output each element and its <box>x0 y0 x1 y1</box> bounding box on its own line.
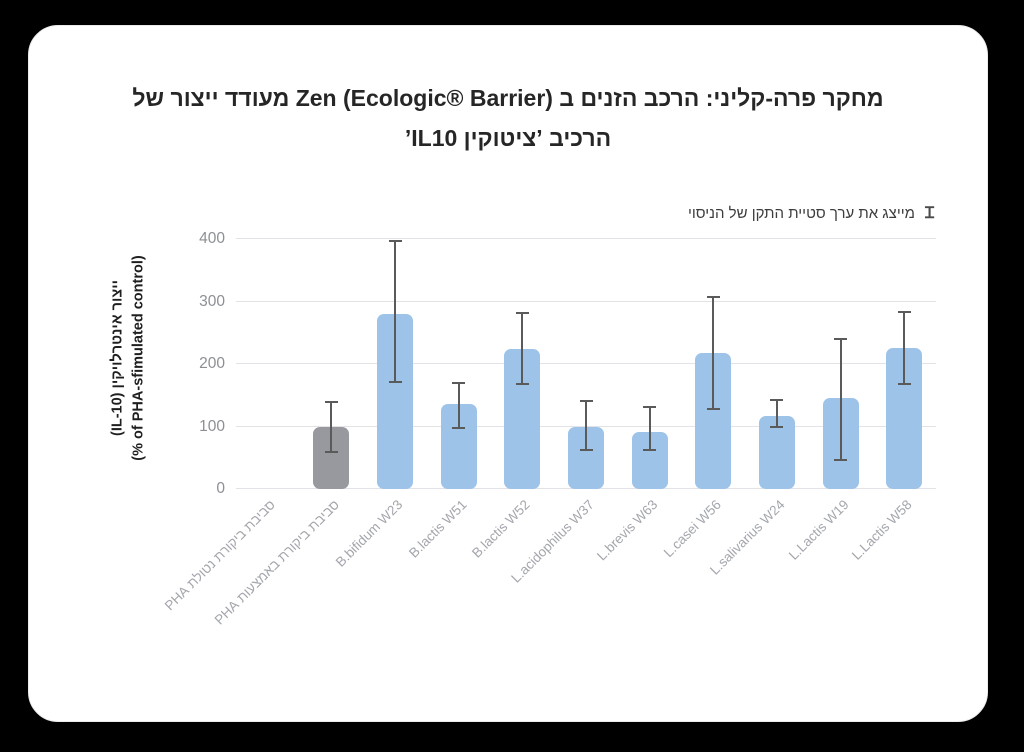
chart-title-line1: מחקר פרה-קליני: הרכב הזנים ב Zen (Ecolog… <box>132 85 884 111</box>
error-bar <box>585 400 587 451</box>
error-bar-cap <box>515 383 529 385</box>
y-axis-ticks: 0 100 200 300 400 <box>159 227 225 497</box>
error-bar <box>521 312 524 384</box>
x-tick-label: L.Lactis W58 <box>849 497 915 563</box>
plot-area <box>236 227 936 489</box>
error-bar-cap <box>515 311 529 314</box>
error-bar-cap <box>324 450 338 453</box>
x-tick-label: B.lactis W51 <box>405 497 470 561</box>
error-bar <box>648 407 651 451</box>
error-bar-cap <box>388 380 402 383</box>
error-bar-cap <box>706 408 720 410</box>
y-tick-label: 0 <box>216 480 225 497</box>
gridline-300 <box>236 300 936 302</box>
gridline-400 <box>236 238 936 239</box>
x-tick-label: L.brevis W63 <box>593 497 661 564</box>
error-bar-cap <box>452 381 466 384</box>
x-tick-label: B.bifidum W23 <box>333 497 406 570</box>
legend-note: Ɪ מייצג את ערך סטיית התקן של הניסוי <box>688 201 934 223</box>
error-bar-cap <box>324 400 338 403</box>
error-bar <box>903 312 906 384</box>
x-tick-label: L.Lactis W19 <box>785 497 852 563</box>
error-bar-cap <box>770 426 784 429</box>
y-tick-label: 100 <box>199 417 225 435</box>
error-bar <box>712 297 715 409</box>
y-tick-label: 300 <box>199 292 225 310</box>
error-bar <box>394 240 397 382</box>
error-bar-cap <box>706 296 720 299</box>
error-bar-cap <box>834 458 848 461</box>
x-axis-labels: סביבת ביקורת נטולת PHA סביבת ביקורת באמצע… <box>162 493 936 693</box>
chart-title-line2: הרכיב ’ציטוקין IL10’ <box>404 125 612 151</box>
error-bar-cap <box>834 338 848 340</box>
infographic-card: מחקר פרה-קליני: הרכב הזנים ב Zen (Ecolog… <box>28 25 988 722</box>
error-bar-cap <box>897 311 911 314</box>
error-bar-cap <box>579 399 593 402</box>
gridline-200 <box>236 363 936 364</box>
error-bar <box>457 382 460 429</box>
error-bar-cap <box>643 449 657 452</box>
y-axis-title-line1: ייצור אינטרלויקין (IL-10) <box>110 279 127 437</box>
x-tick-label: סביבת ביקורת נטולת PHA <box>162 497 279 614</box>
chart-title: מחקר פרה-קליני: הרכב הזנים ב Zen (Ecolog… <box>29 78 987 158</box>
error-bar-cap <box>388 239 402 242</box>
error-bar <box>839 339 842 460</box>
error-bar-cap <box>579 449 593 452</box>
error-bar-cap <box>643 406 657 409</box>
x-tick-label: B.lactis W52 <box>469 497 533 561</box>
y-tick-label: 400 <box>199 230 225 247</box>
legend-note-text: מייצג את ערך סטיית התקן של הניסוי <box>687 205 915 222</box>
error-bar-symbol-icon: Ɪ <box>925 203 934 222</box>
error-bar-cap <box>452 427 466 430</box>
error-bar-cap <box>770 399 784 402</box>
error-bar <box>330 401 333 452</box>
x-tick-label: סביבת ביקורת באמצעות PHA <box>211 497 343 628</box>
error-bar-cap <box>897 383 911 385</box>
error-bar <box>775 400 778 428</box>
y-tick-label: 200 <box>199 355 225 372</box>
x-tick-label: L.casei W56 <box>660 497 724 561</box>
y-axis-title-line2: (% of PHA-sfimulated control) <box>131 255 148 461</box>
